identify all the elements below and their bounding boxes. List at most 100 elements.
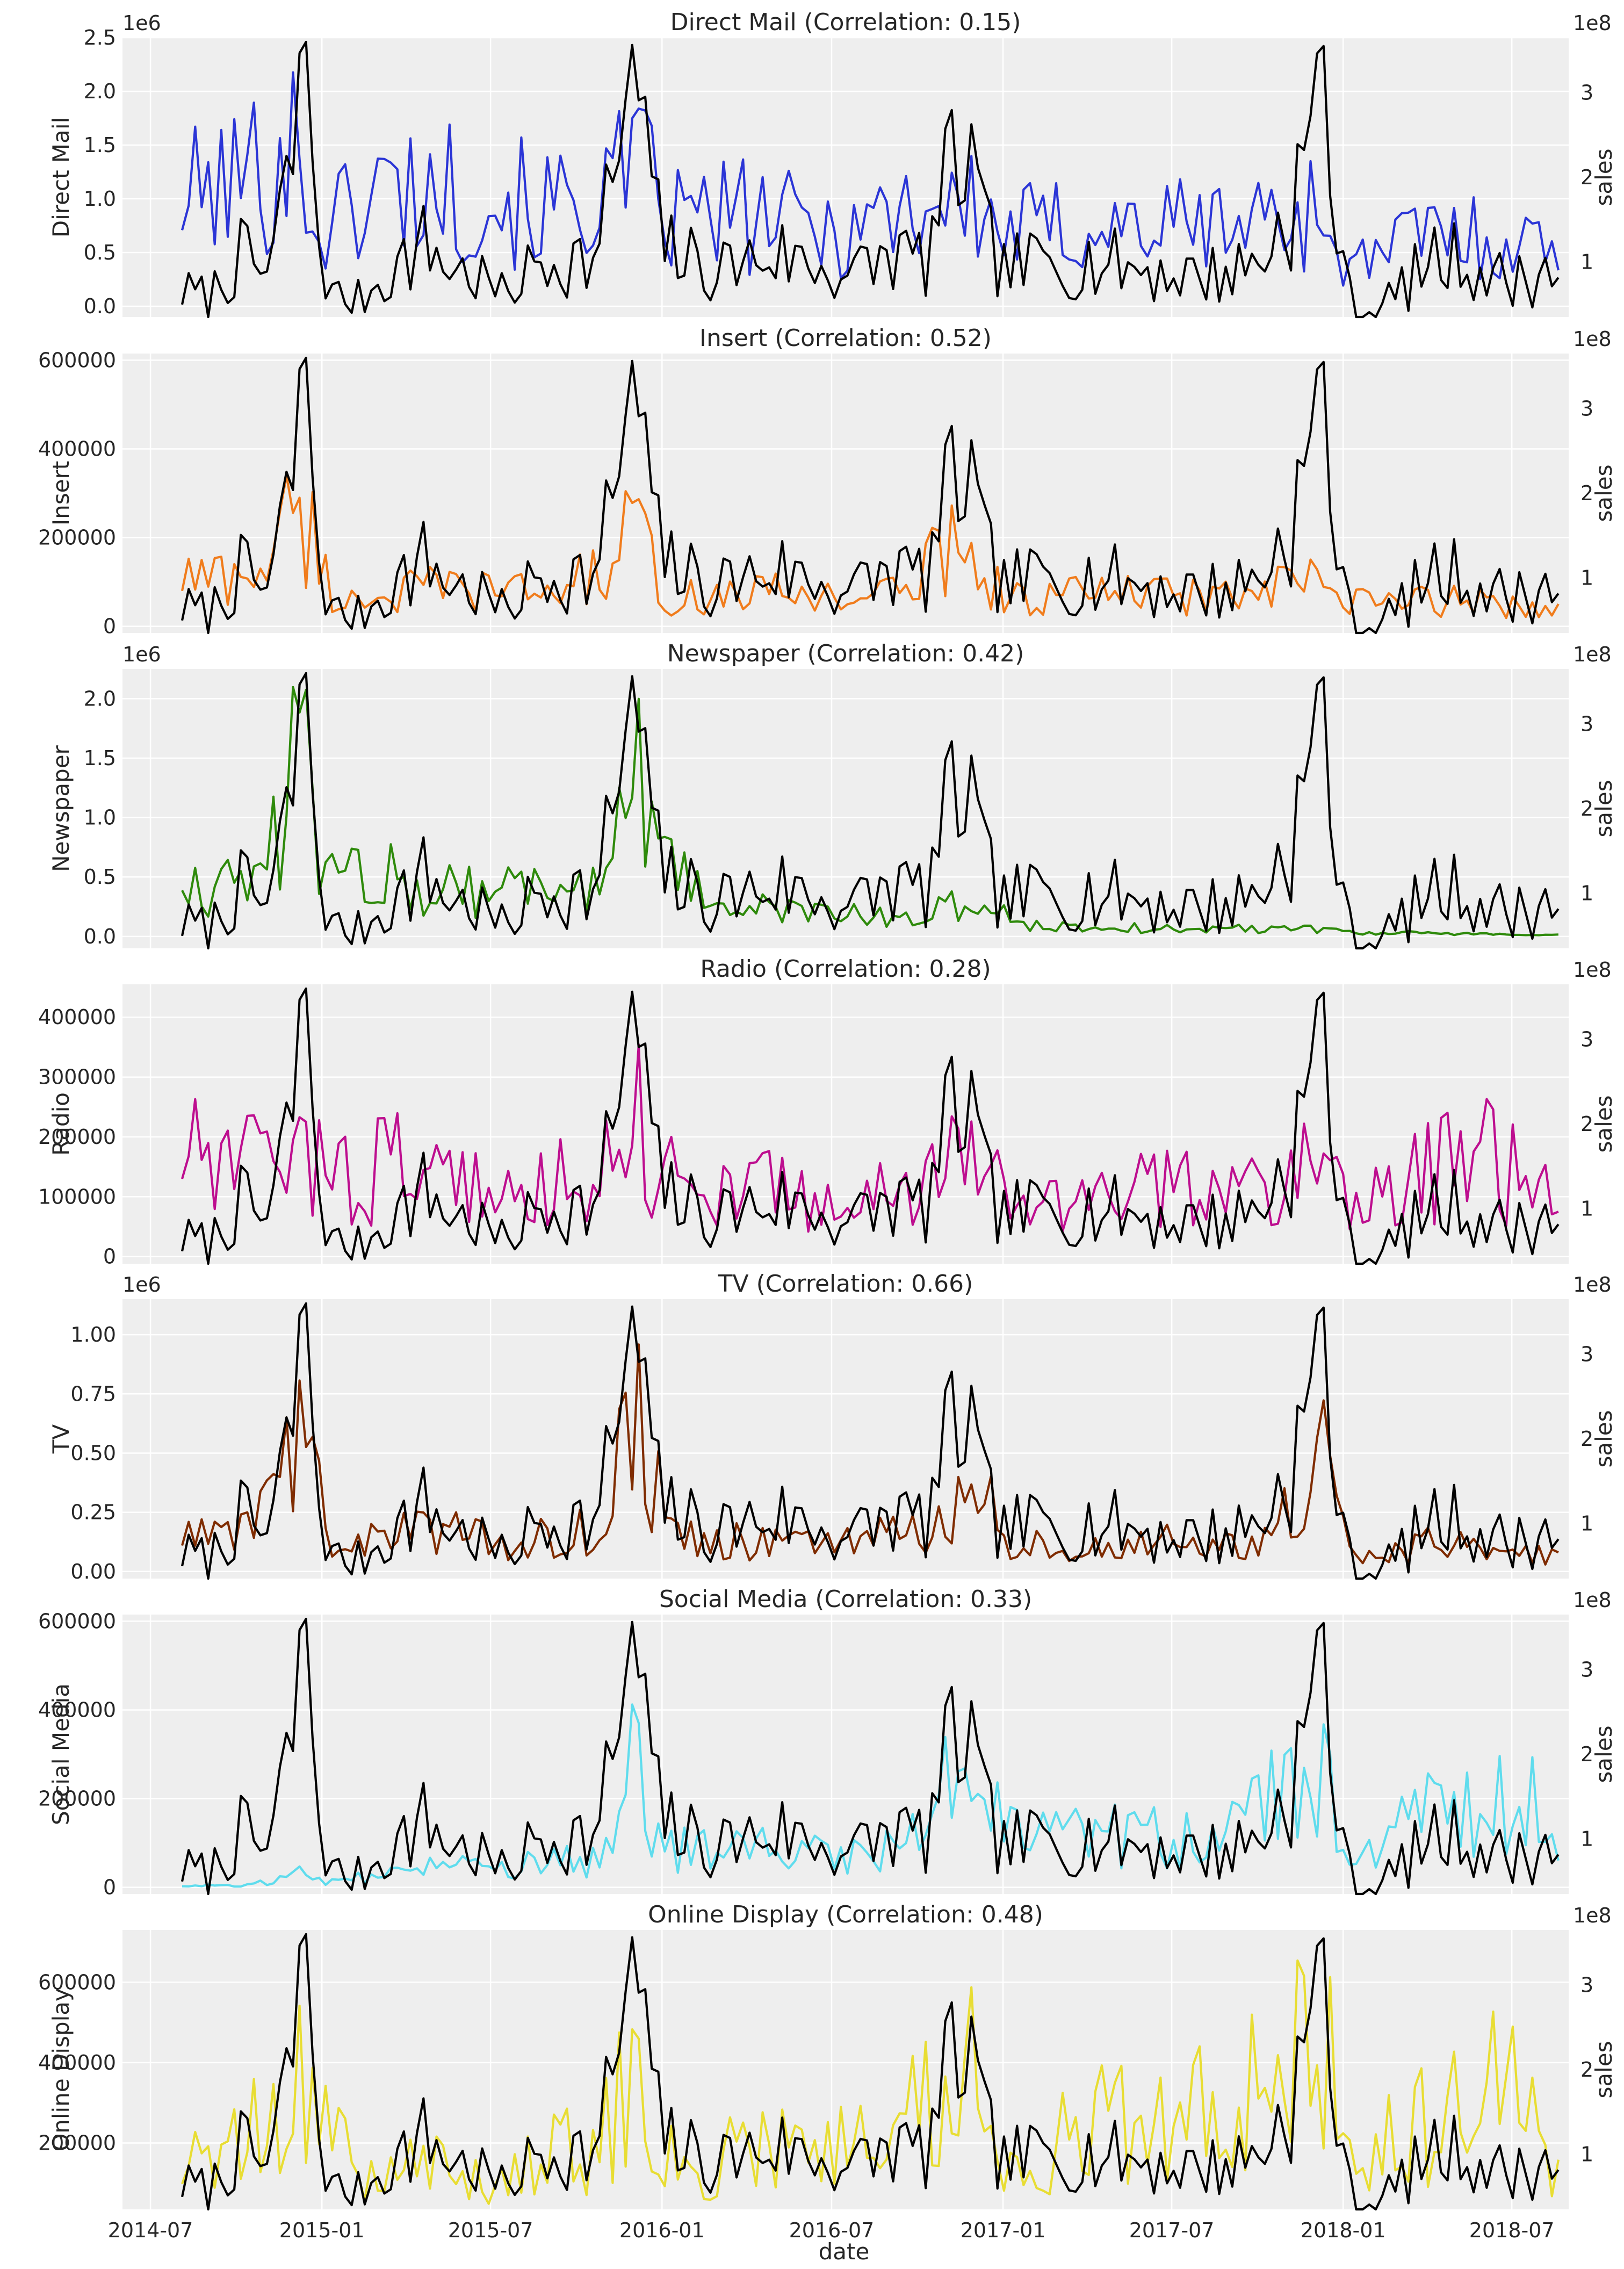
y-tick-label: 600000 (38, 1970, 116, 1994)
y-tick-label: 1.0 (84, 187, 116, 211)
y-tick-label: 2.0 (84, 80, 116, 103)
channel-series-line (181, 1043, 1559, 1233)
y-tick-label: 200000 (38, 1787, 116, 1811)
sales-offset-label: 1e8 (1573, 1904, 1612, 1927)
x-tick-label: 2014-07 (108, 2218, 193, 2242)
sales-offset-label: 1e8 (1573, 327, 1612, 351)
y-tick-label: 0.5 (84, 241, 116, 264)
y-axis-label: Radio (48, 1092, 74, 1156)
sales-tick-label: 1 (1580, 250, 1593, 274)
y-tick-label: 400000 (38, 1698, 116, 1721)
panel-title: Newspaper (Correlation: 0.42) (667, 640, 1024, 667)
panel: 0 200000 400000 600000 1 2 3 Insert (Correlatio… (38, 325, 1617, 638)
y-tick-label: 1.00 (70, 1323, 116, 1346)
y-tick-label: 600000 (38, 348, 116, 372)
sales-tick-label: 2 (1580, 797, 1593, 820)
y-tick-label: 400000 (38, 437, 116, 460)
y-tick-label: 300000 (38, 1065, 116, 1089)
sales-tick-label: 3 (1580, 1342, 1593, 1366)
y-tick-label: 1.5 (84, 746, 116, 770)
sales-series-line (181, 356, 1560, 635)
sales-tick-label: 2 (1580, 2058, 1593, 2081)
y-offset-label: 1e6 (122, 643, 161, 666)
sales-tick-label: 2 (1580, 1112, 1593, 1136)
y-tick-label: 2.0 (84, 687, 116, 710)
sales-tick-label: 2 (1580, 481, 1593, 505)
sales-offset-label: 1e8 (1573, 643, 1612, 666)
panel-title: Social Media (Correlation: 0.33) (659, 1586, 1032, 1613)
sales-axis-label: sales (1591, 464, 1617, 522)
sales-tick-label: 2 (1580, 1742, 1593, 1766)
sales-offset-label: 1e8 (1573, 958, 1612, 982)
sales-tick-label: 1 (1580, 566, 1593, 590)
y-tick-label: 0.5 (84, 865, 116, 889)
sales-tick-label: 2 (1580, 165, 1593, 189)
sales-axis-label: sales (1591, 780, 1617, 837)
plot-area (122, 669, 1569, 948)
y-axis-label: TV (48, 1424, 74, 1454)
panel-title: Online Display (Correlation: 0.48) (648, 1901, 1043, 1928)
sales-tick-label: 3 (1580, 397, 1593, 420)
plot-area (122, 1299, 1569, 1579)
x-axis: 2014-07 2015-01 2015-07 2016-01 2016-07 2017-… (108, 2218, 1555, 2242)
panel-title: TV (Correlation: 0.66) (718, 1270, 973, 1298)
y-tick-label: 400000 (38, 1005, 116, 1029)
y-axis-label: Newspaper (48, 745, 74, 871)
sales-tick-label: 3 (1580, 1658, 1593, 1681)
plot-area (122, 354, 1569, 633)
sales-offset-label: 1e8 (1573, 1588, 1612, 1612)
sales-tick-label: 1 (1580, 882, 1593, 905)
chart-panels: 0.0 0.5 1.0 1.5 2.0 2.5 1 2 3 Direct Mail (Correl… (38, 9, 1617, 2211)
channel-series-line (181, 474, 1560, 620)
sales-series-line (181, 40, 1560, 319)
sales-series-line (181, 987, 1560, 1265)
plot-area (122, 1930, 1569, 2209)
x-tick-label: 2017-07 (1129, 2218, 1215, 2242)
panel-title: Direct Mail (Correlation: 0.15) (670, 9, 1021, 36)
y-tick-label: 0.50 (70, 1441, 116, 1465)
y-axis-label: Direct Mail (48, 117, 74, 237)
y-tick-label: 1.5 (84, 133, 116, 157)
sales-series-line (181, 1933, 1560, 2211)
sales-axis-label: sales (1591, 148, 1617, 206)
sales-tick-label: 3 (1580, 712, 1593, 736)
x-tick-label: 2015-01 (279, 2218, 365, 2242)
y-axis-label: Online Display (48, 1988, 74, 2151)
y-tick-label: 200000 (38, 1125, 116, 1149)
y-tick-label: 0 (103, 1245, 116, 1269)
sales-offset-label: 1e8 (1573, 1273, 1612, 1296)
y-tick-label: 1.0 (84, 806, 116, 830)
sales-series-line (181, 1302, 1560, 1580)
sales-tick-label: 2 (1580, 1427, 1593, 1451)
x-tick-label: 2016-07 (789, 2218, 875, 2242)
y-axis-label: Social Media (48, 1683, 74, 1825)
panel: 0 100000 200000 300000 400000 1 2 3 Radio (Corre… (38, 955, 1617, 1269)
panel: 0.0 0.5 1.0 1.5 2.0 1 2 3 Newspaper (Correlation… (48, 640, 1617, 950)
panel: 200000 400000 600000 1 2 3 Online Display (Cor… (38, 1901, 1617, 2211)
sales-offset-label: 1e8 (1573, 11, 1612, 35)
y-tick-label: 200000 (38, 2131, 116, 2155)
sales-axis-label: sales (1591, 1410, 1617, 1467)
y-offset-label: 1e6 (122, 1273, 161, 1296)
x-tick-label: 2018-07 (1469, 2218, 1555, 2242)
plot-area (122, 984, 1569, 1264)
y-tick-label: 2.5 (84, 26, 116, 49)
y-tick-label: 0.0 (84, 294, 116, 318)
x-tick-label: 2016-01 (619, 2218, 705, 2242)
plot-area (122, 1615, 1569, 1894)
y-tick-label: 200000 (38, 526, 116, 550)
y-tick-label: 0 (103, 615, 116, 638)
y-offset-label: 1e6 (122, 11, 161, 35)
panel: 0.00 0.25 0.50 0.75 1.00 1 2 3 TV (Correlation: … (48, 1270, 1617, 1583)
y-axis-label: Insert (48, 461, 74, 525)
panel-title: Radio (Correlation: 0.28) (700, 955, 991, 983)
y-tick-label: 400000 (38, 2051, 116, 2074)
sales-tick-label: 1 (1580, 2143, 1593, 2166)
sales-axis-label: sales (1591, 2041, 1617, 2098)
y-tick-label: 0.0 (84, 925, 116, 948)
y-tick-label: 600000 (38, 1609, 116, 1633)
y-tick-label: 0.75 (70, 1382, 116, 1406)
sales-tick-label: 1 (1580, 1827, 1593, 1851)
y-tick-label: 0 (103, 1876, 116, 1899)
